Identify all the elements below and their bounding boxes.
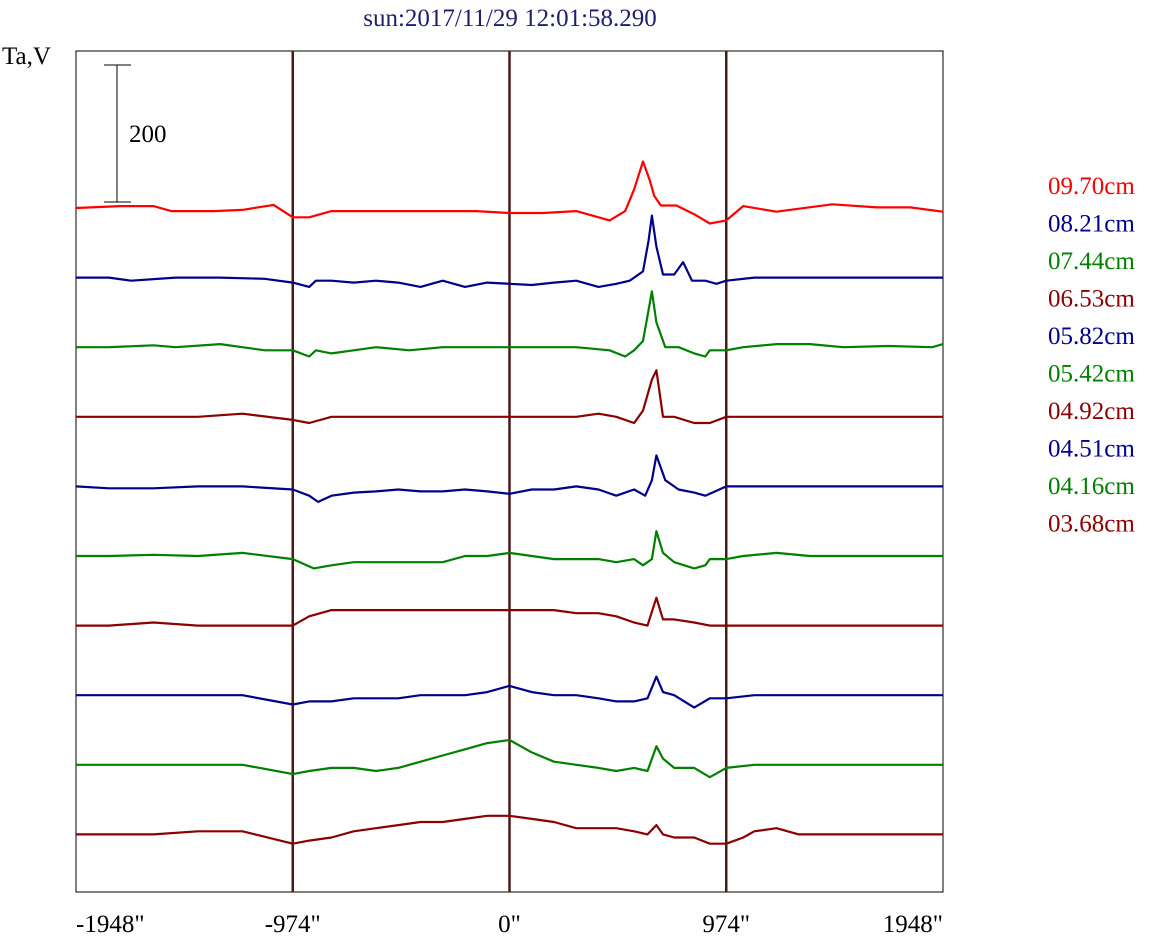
x-tick-labels: -1948" -974" 0" 974" 1948" — [76, 911, 943, 938]
series-group — [75, 160, 944, 845]
legend-entry-04.16cm: 04.16cm — [1048, 473, 1135, 500]
legend-entry-03.68cm: 03.68cm — [1048, 511, 1135, 538]
scale-bar: 200 — [104, 64, 167, 203]
legend: 09.70cm 08.21cm 07.44cm 06.53cm 05.82cm 05.42… — [1048, 173, 1135, 538]
series-line-05.42cm — [76, 530, 943, 570]
legend-entry-05.82cm: 05.82cm — [1048, 323, 1135, 350]
series-line-04.92cm — [76, 596, 943, 627]
y-axis-label: Ta,V — [2, 43, 51, 70]
series-line-04.51cm — [76, 675, 943, 709]
legend-entry-06.53cm: 06.53cm — [1048, 286, 1135, 313]
series-line-04.16cm — [76, 738, 943, 779]
x-tick-label: -974" — [265, 911, 321, 938]
series-line-07.44cm — [76, 290, 944, 358]
legend-entry-09.70cm: 09.70cm — [1048, 173, 1135, 200]
x-tick-label: 974" — [702, 911, 750, 938]
chart-title: sun:2017/11/29 12:01:58.290 — [363, 5, 657, 32]
series-line-03.68cm — [76, 814, 943, 845]
series-line-08.21cm — [76, 214, 943, 288]
series-line-05.82cm — [75, 454, 943, 503]
x-tick-label: -1948" — [76, 911, 145, 938]
legend-entry-04.51cm: 04.51cm — [1048, 436, 1135, 463]
x-tick-label: 1948" — [883, 911, 943, 938]
legend-entry-08.21cm: 08.21cm — [1048, 211, 1135, 238]
series-line-09.70cm — [75, 160, 944, 225]
legend-entry-05.42cm: 05.42cm — [1048, 361, 1135, 388]
vertical-markers — [291, 51, 728, 892]
legend-entry-04.92cm: 04.92cm — [1048, 398, 1135, 425]
legend-entry-07.44cm: 07.44cm — [1048, 248, 1135, 275]
x-tick-label: 0" — [498, 911, 521, 938]
scale-bar-label: 200 — [129, 121, 167, 148]
series-line-06.53cm — [76, 369, 943, 425]
